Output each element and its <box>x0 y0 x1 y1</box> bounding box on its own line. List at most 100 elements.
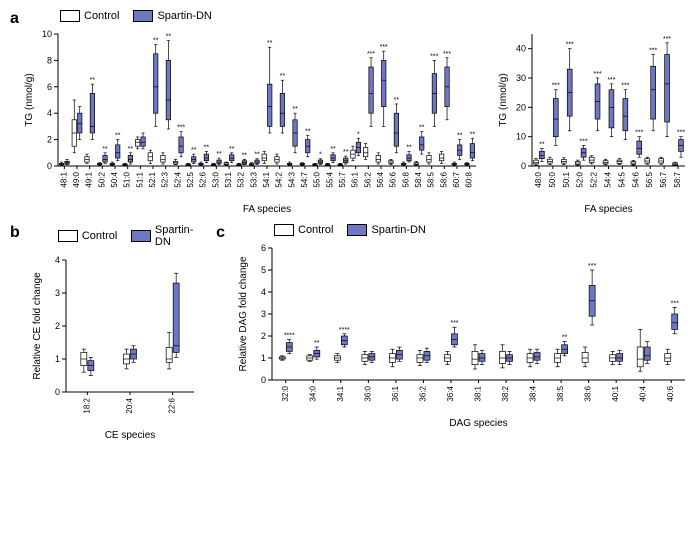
svg-text:51:1: 51:1 <box>135 171 144 187</box>
svg-text:Relative CE fold change: Relative CE fold change <box>32 272 43 380</box>
svg-text:6: 6 <box>261 243 266 253</box>
svg-text:51:0: 51:0 <box>123 171 132 187</box>
svg-text:**: ** <box>470 131 476 138</box>
svg-text:60:8: 60:8 <box>465 171 474 187</box>
svg-text:1: 1 <box>261 353 266 363</box>
svg-text:6: 6 <box>47 82 52 92</box>
svg-text:56:7: 56:7 <box>659 171 668 187</box>
svg-text:**: ** <box>191 147 197 154</box>
svg-text:20: 20 <box>516 102 526 112</box>
svg-text:DAG species: DAG species <box>449 418 507 429</box>
legend-spartin: Spartin-DN <box>133 10 211 22</box>
svg-text:54:5: 54:5 <box>617 171 626 187</box>
svg-text:36:4: 36:4 <box>446 385 455 401</box>
svg-text:38:2: 38:2 <box>501 385 510 401</box>
svg-text:50:0: 50:0 <box>548 171 557 187</box>
svg-text:49:1: 49:1 <box>85 171 94 187</box>
svg-text:0: 0 <box>261 375 266 385</box>
svg-text:CE species: CE species <box>105 430 156 441</box>
svg-text:***: *** <box>450 320 458 327</box>
svg-text:54:3: 54:3 <box>287 171 296 187</box>
svg-text:50:1: 50:1 <box>562 171 571 187</box>
chart-a-right: 010203040TG (nmol/g)FA species**48:0***5… <box>494 26 689 216</box>
svg-text:**: ** <box>419 125 425 132</box>
svg-text:***: *** <box>443 51 451 58</box>
svg-text:54:2: 54:2 <box>275 171 284 187</box>
svg-text:2: 2 <box>261 331 266 341</box>
svg-text:30: 30 <box>516 73 526 83</box>
svg-text:38:4: 38:4 <box>529 385 538 401</box>
svg-text:56:4: 56:4 <box>376 171 385 187</box>
svg-text:40:4: 40:4 <box>639 385 648 401</box>
svg-text:***: *** <box>677 130 685 137</box>
svg-text:Relative DAG fold change: Relative DAG fold change <box>238 256 249 372</box>
svg-text:10: 10 <box>516 132 526 142</box>
legend-a: Control Spartin-DN <box>60 10 689 22</box>
svg-text:40: 40 <box>516 44 526 54</box>
svg-text:58:4: 58:4 <box>414 171 423 187</box>
svg-text:32:0: 32:0 <box>281 385 290 401</box>
svg-text:53:2: 53:2 <box>237 171 246 187</box>
panel-a-label: a <box>10 10 19 27</box>
svg-text:52:2: 52:2 <box>590 171 599 187</box>
svg-text:54:7: 54:7 <box>300 171 309 187</box>
svg-text:55:0: 55:0 <box>313 171 322 187</box>
svg-text:34:1: 34:1 <box>336 385 345 401</box>
svg-text:52:3: 52:3 <box>161 171 170 187</box>
svg-text:54:4: 54:4 <box>604 171 613 187</box>
panel-b-label: b <box>10 224 20 241</box>
svg-text:50:4: 50:4 <box>110 171 119 187</box>
svg-text:**: ** <box>539 141 545 148</box>
svg-text:***: *** <box>663 36 671 43</box>
svg-text:52:6: 52:6 <box>199 171 208 187</box>
svg-text:**: ** <box>314 340 320 347</box>
legend-c: Control Spartin-DN <box>274 224 689 236</box>
svg-text:**: ** <box>562 335 568 342</box>
svg-text:58:6: 58:6 <box>439 171 448 187</box>
svg-text:56:1: 56:1 <box>351 171 360 187</box>
svg-text:54:1: 54:1 <box>262 171 271 187</box>
chart-b: 01234Relative CE fold changeCE species18… <box>28 252 198 442</box>
chart-c: 0 1 2 3 4 5 6 Relative DAG fold change DAG speci… <box>234 240 689 430</box>
svg-text:20:4: 20:4 <box>125 397 134 413</box>
svg-text:22:6: 22:6 <box>168 397 177 413</box>
svg-text:***: *** <box>593 71 601 78</box>
svg-text:56:8: 56:8 <box>401 171 410 187</box>
svg-text:49:0: 49:0 <box>72 171 81 187</box>
svg-text:52:0: 52:0 <box>576 171 585 187</box>
svg-text:38:1: 38:1 <box>474 385 483 401</box>
svg-text:***: *** <box>430 53 438 60</box>
chart-a-left: 0246810TG (nmol/g)FA species48:149:0**49… <box>20 26 480 216</box>
svg-text:0: 0 <box>55 387 60 397</box>
svg-text:56:6: 56:6 <box>389 171 398 187</box>
svg-text:4: 4 <box>261 287 266 297</box>
svg-text:4: 4 <box>55 255 60 265</box>
svg-text:**: ** <box>166 34 172 41</box>
svg-text:**: ** <box>90 77 96 84</box>
svg-text:FA species: FA species <box>243 204 291 215</box>
svg-text:3: 3 <box>261 309 266 319</box>
svg-text:5: 5 <box>261 265 266 275</box>
svg-text:***: *** <box>367 51 375 58</box>
svg-text:36:1: 36:1 <box>391 385 400 401</box>
legend-spartin-label: Spartin-DN <box>157 10 211 22</box>
svg-text:53:3: 53:3 <box>249 171 258 187</box>
svg-text:****: **** <box>339 327 350 334</box>
svg-text:48:1: 48:1 <box>59 171 68 187</box>
svg-text:**: ** <box>305 129 311 136</box>
svg-text:1: 1 <box>55 354 60 364</box>
svg-text:**: ** <box>343 149 349 156</box>
svg-text:52:5: 52:5 <box>186 171 195 187</box>
svg-text:*: * <box>319 152 322 159</box>
svg-text:36:2: 36:2 <box>418 385 427 401</box>
svg-text:FA species: FA species <box>584 204 632 215</box>
svg-text:40:6: 40:6 <box>666 385 675 401</box>
svg-text:***: *** <box>566 42 574 49</box>
svg-text:54:6: 54:6 <box>631 171 640 187</box>
svg-text:**: ** <box>242 152 248 159</box>
svg-text:60:7: 60:7 <box>452 171 461 187</box>
svg-text:40:1: 40:1 <box>611 385 620 401</box>
svg-text:56:5: 56:5 <box>645 171 654 187</box>
svg-text:38:5: 38:5 <box>556 385 565 401</box>
svg-text:34:0: 34:0 <box>308 385 317 401</box>
